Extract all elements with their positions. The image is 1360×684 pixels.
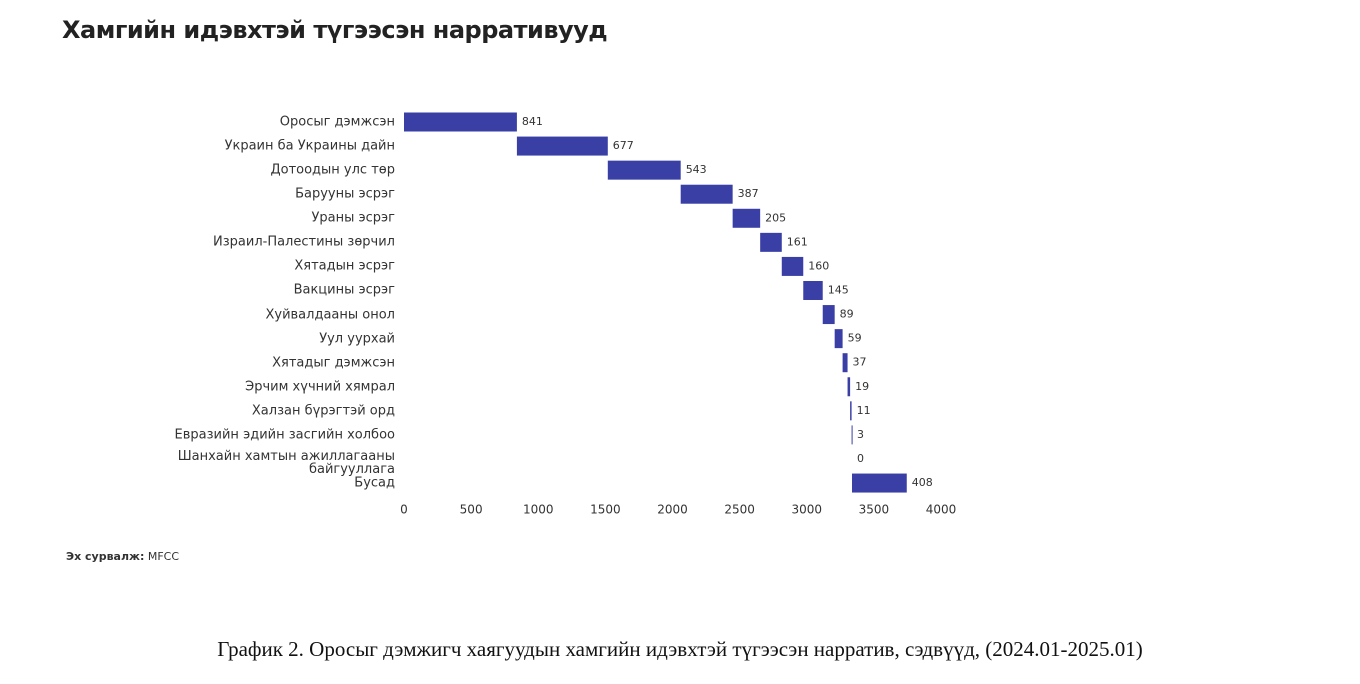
value-label: 37 bbox=[853, 356, 867, 369]
x-tick-label: 500 bbox=[460, 503, 483, 517]
chart-title: Хамгийн идэвхтэй түгээсэн нарративууд bbox=[62, 16, 608, 44]
bar bbox=[781, 256, 804, 276]
x-tick-label: 4000 bbox=[926, 503, 957, 517]
category-label: Эрчим хүчний хямрал bbox=[245, 379, 395, 395]
bar bbox=[732, 208, 761, 228]
bar bbox=[850, 401, 852, 421]
category-label: Хуйвалдааны онол bbox=[265, 307, 395, 323]
bar bbox=[851, 425, 853, 445]
bar bbox=[680, 184, 733, 204]
value-label: 205 bbox=[765, 211, 786, 224]
value-label: 89 bbox=[840, 308, 854, 321]
value-label: 0 bbox=[857, 452, 864, 465]
category-label: Ураны эсрэг bbox=[311, 210, 395, 226]
category-label: Дотоодын улс төр bbox=[270, 162, 395, 178]
category-label: Вакцины эсрэг bbox=[293, 282, 395, 298]
value-label: 160 bbox=[808, 259, 829, 272]
bar bbox=[516, 136, 608, 156]
value-label: 3 bbox=[857, 428, 864, 441]
bar bbox=[851, 473, 907, 493]
value-label: 408 bbox=[912, 476, 933, 489]
bar bbox=[404, 112, 517, 132]
value-label: 11 bbox=[857, 404, 871, 417]
x-tick-label: 2500 bbox=[724, 503, 755, 517]
value-label: 543 bbox=[686, 163, 707, 176]
bar bbox=[607, 160, 681, 180]
x-tick-label: 3500 bbox=[859, 503, 890, 517]
category-label: Хятадыг дэмжсэн bbox=[272, 355, 395, 371]
category-label: Израил-Палестины зөрчил bbox=[213, 234, 395, 250]
source-label: Эх сурвалж: bbox=[66, 550, 145, 563]
category-label: Евразийн эдийн засгийн холбоо bbox=[174, 427, 395, 443]
x-tick-label: 1500 bbox=[590, 503, 621, 517]
category-label: Оросыг дэмжсэн bbox=[279, 114, 395, 130]
bar bbox=[842, 353, 848, 373]
category-label: Барууны эсрэг bbox=[295, 186, 395, 202]
caption: График 2. Оросыг дэмжигч хаягуудын хамги… bbox=[217, 637, 1143, 661]
value-label: 841 bbox=[522, 115, 543, 128]
source: Эх сурвалж: MFCC bbox=[66, 550, 179, 563]
value-label: 19 bbox=[855, 380, 869, 393]
bar bbox=[760, 232, 782, 252]
x-tick-label: 3000 bbox=[791, 503, 822, 517]
value-label: 145 bbox=[828, 283, 849, 296]
value-label: 677 bbox=[613, 139, 634, 152]
value-label: 161 bbox=[787, 235, 808, 248]
category-label: Халзан бүрэгтэй орд bbox=[251, 403, 395, 419]
category-label: Украин ба Украины дайн bbox=[224, 138, 395, 154]
bar bbox=[822, 305, 835, 325]
category-label: Шанхайн хамтын ажиллагааны байгууллага bbox=[177, 448, 395, 477]
bar bbox=[803, 280, 823, 300]
x-tick-label: 2000 bbox=[657, 503, 688, 517]
value-label: 387 bbox=[738, 187, 759, 200]
x-tick-label: 1000 bbox=[523, 503, 554, 517]
source-text: MFCC bbox=[147, 550, 180, 563]
value-label: 59 bbox=[848, 332, 862, 345]
x-tick-label: 0 bbox=[400, 503, 408, 517]
bar bbox=[834, 329, 843, 349]
category-label: Уул уурхай bbox=[319, 331, 395, 347]
category-label: Хятадын эсрэг bbox=[294, 258, 395, 274]
category-label: Бусад bbox=[354, 475, 395, 491]
bar bbox=[847, 377, 851, 397]
